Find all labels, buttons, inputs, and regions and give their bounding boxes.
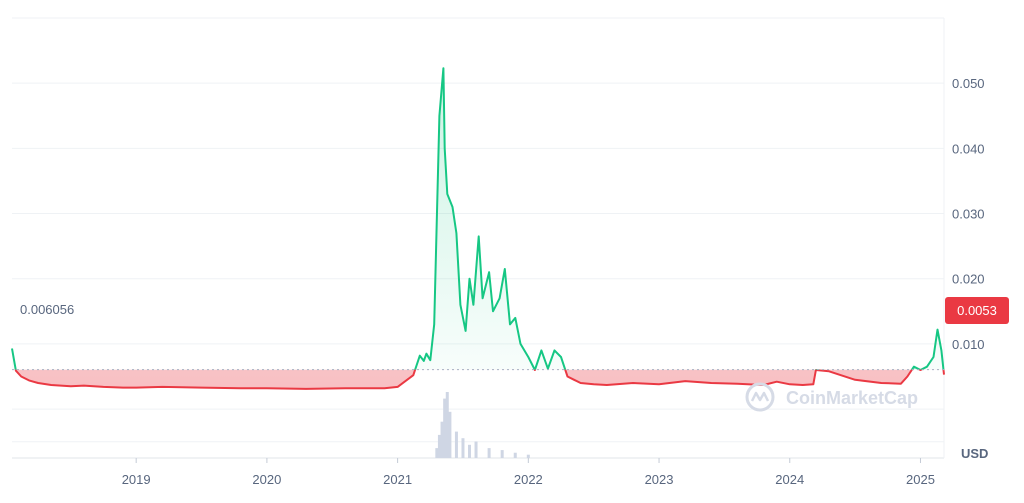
current-price-text: 0.0053 (957, 303, 997, 318)
price-line-above (11, 67, 945, 370)
area-above-baseline (12, 68, 944, 370)
baseline-label: 0.006056 (14, 298, 92, 320)
volume-bar (454, 431, 458, 458)
x-tick-label: 2024 (775, 472, 804, 487)
price-line (11, 67, 945, 390)
volume-bar (440, 421, 444, 458)
volume-bar (468, 444, 472, 458)
coinmarketcap-logo-icon (745, 382, 775, 412)
watermark-text: CoinMarketCap (786, 388, 918, 408)
currency-label: USD (961, 446, 988, 461)
x-tick-label: 2019 (122, 472, 151, 487)
volume-bar (461, 438, 465, 458)
x-tick-label: 2020 (252, 472, 281, 487)
y-tick-label: 0.010 (952, 337, 985, 352)
volume-bars (435, 392, 530, 458)
y-tick-label: 0.050 (952, 76, 985, 91)
price-area (12, 68, 944, 389)
y-axis-ticks: 0.010 0.020 0.030 0.040 0.050 (952, 76, 985, 352)
volume-bar (500, 450, 504, 458)
y-tick-label: 0.040 (952, 141, 985, 156)
volume-bar (435, 448, 439, 458)
volume-bar (437, 434, 441, 458)
grid-lines (12, 17, 945, 459)
x-axis-ticks: 2019 2020 2021 2022 2023 2024 2025 (122, 458, 935, 487)
x-tick-label: 2025 (906, 472, 935, 487)
baseline-label-text: 0.006056 (20, 302, 74, 317)
volume-bar (474, 441, 478, 458)
x-tick-label: 2022 (514, 472, 543, 487)
y-tick-label: 0.020 (952, 272, 985, 287)
volume-bar (513, 452, 517, 458)
volume-bar (448, 411, 452, 458)
watermark: CoinMarketCap (745, 382, 918, 412)
x-tick-label: 2023 (645, 472, 674, 487)
area-below-baseline (15, 369, 944, 389)
volume-bar (526, 454, 530, 458)
volume-bar (487, 448, 491, 458)
volume-bar (443, 398, 447, 458)
y-tick-label: 0.030 (952, 207, 985, 222)
current-price-tag: 0.0053 (945, 297, 1009, 324)
x-tick-label: 2021 (383, 472, 412, 487)
volume-bar (445, 392, 449, 458)
price-line-below (14, 369, 945, 390)
